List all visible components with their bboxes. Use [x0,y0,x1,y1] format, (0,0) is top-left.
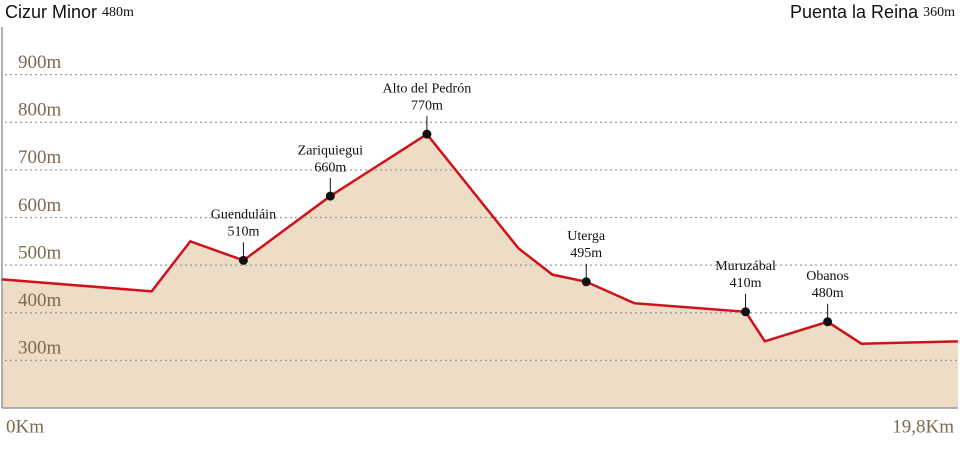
area-fill [2,134,958,408]
waypoint-name: Uterga [567,229,606,244]
waypoint [238,255,248,265]
y-tick-label: 900m [18,52,62,73]
waypoint-elevation: 410m [730,276,762,291]
start-title: Cizur Minor 480m [5,2,134,22]
start-name: Cizur Minor [5,2,97,22]
y-tick-label: 600m [18,195,62,216]
y-tick-label: 500m [18,242,62,263]
waypoint-name: Obanos [806,269,849,284]
waypoint [422,129,432,139]
end-title: Puenta la Reina 360m [790,2,955,22]
y-tick-label: 700m [18,147,62,168]
end-elevation: 360m [923,5,955,20]
end-name: Puenta la Reina [790,2,919,22]
profile-line [1,132,959,345]
waypoint-elevation: 770m [411,98,443,113]
waypoint [823,317,833,327]
waypoint [581,277,591,287]
waypoint-name: Zariquiegui [298,143,363,158]
waypoint-name: Muruzábal [715,259,776,274]
waypoint [741,307,751,317]
y-tick-label: 300m [18,338,62,359]
waypoint-name: Guenduláin [211,208,276,223]
x-tick-label: 0Km [6,416,44,437]
waypoint-elevation: 480m [812,286,844,301]
x-tick-label: 19,8Km [892,416,954,437]
waypoint-name: Alto del Pedrón [383,81,472,96]
waypoint-elevation: 660m [314,160,346,175]
start-elevation: 480m [102,5,134,20]
waypoint [325,191,335,201]
waypoint-elevation: 510m [227,225,259,240]
y-tick-label: 400m [18,290,62,311]
waypoint-elevation: 495m [570,246,602,261]
y-tick-label: 800m [18,100,62,121]
